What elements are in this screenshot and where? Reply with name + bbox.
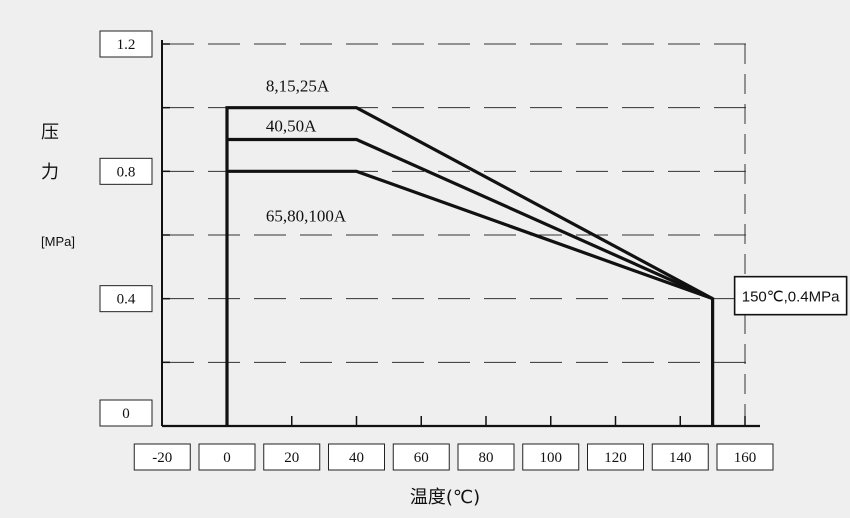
x-tick-label: 100 — [540, 450, 563, 466]
x-tick-label: -20 — [152, 450, 172, 466]
y-tick-box — [99, 399, 153, 427]
series-label-1: 8,15,25A — [266, 77, 330, 96]
y-tick-box — [99, 157, 153, 185]
y-axis-unit: [MPa] — [41, 234, 75, 249]
x-tick-label: 0 — [223, 450, 231, 466]
y-axis-label-char-2: 力 — [41, 162, 59, 183]
series-line-1 — [225, 106, 715, 426]
y-axis-label-char-1: 压 — [41, 122, 59, 143]
x-tick-label: 80 — [479, 450, 494, 466]
x-tick-box — [522, 443, 580, 471]
x-tick-box — [587, 443, 644, 471]
x-tick-label: 60 — [414, 450, 429, 466]
y-tick-label: 0.8 — [117, 164, 136, 180]
x-tick-label: 160 — [734, 450, 757, 466]
series-label-2: 40,50A — [266, 117, 317, 136]
x-tick-label: 120 — [604, 450, 627, 466]
annotation-label: 150℃,0.4MPa — [742, 289, 840, 306]
x-tick-box — [328, 443, 385, 471]
x-tick-box — [716, 443, 774, 471]
x-tick-box — [392, 443, 450, 471]
x-tick-box — [263, 443, 321, 471]
y-tick-label: 0.4 — [117, 292, 136, 308]
series-line-2 — [227, 137, 714, 301]
x-tick-box — [457, 443, 515, 471]
series-label-3: 65,80,100A — [266, 206, 347, 225]
x-tick-box — [133, 443, 191, 471]
x-axis-label: 温度(℃) — [410, 487, 480, 508]
y-tick-box — [99, 285, 153, 313]
x-tick-box — [198, 443, 256, 471]
x-tick-box — [651, 443, 709, 471]
series-line-3 — [227, 169, 714, 301]
annotation-box — [733, 275, 848, 316]
y-tick-box — [99, 30, 153, 58]
x-tick-label: 20 — [284, 450, 299, 466]
x-tick-label: 140 — [669, 450, 692, 466]
x-tick-label: 40 — [349, 450, 364, 466]
y-tick-label: 1.2 — [117, 37, 136, 53]
y-tick-label: 0 — [122, 406, 130, 422]
